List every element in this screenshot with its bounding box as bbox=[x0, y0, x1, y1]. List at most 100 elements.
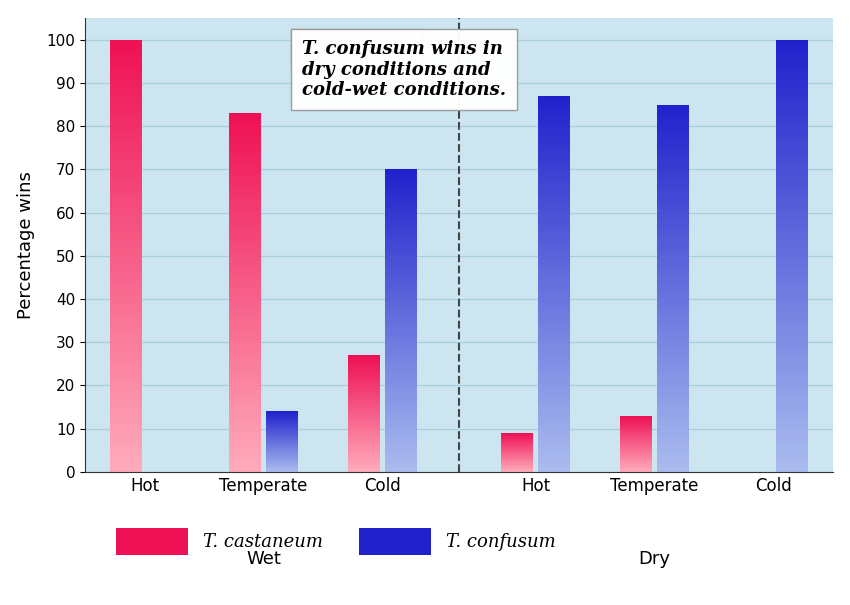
Bar bbox=[657, 325, 689, 330]
Bar bbox=[385, 396, 417, 400]
Bar bbox=[385, 309, 417, 313]
Bar bbox=[776, 191, 808, 197]
Bar bbox=[229, 346, 261, 351]
Bar bbox=[776, 380, 808, 385]
Bar bbox=[348, 404, 380, 405]
Bar bbox=[776, 83, 808, 88]
Bar bbox=[657, 426, 689, 431]
Bar bbox=[266, 413, 298, 414]
Bar bbox=[776, 434, 808, 439]
Bar bbox=[538, 406, 570, 411]
Bar bbox=[229, 154, 261, 158]
Bar bbox=[110, 385, 142, 391]
Bar bbox=[538, 129, 570, 134]
Bar bbox=[538, 138, 570, 143]
Bar bbox=[385, 404, 417, 408]
Bar bbox=[348, 391, 380, 393]
Bar bbox=[348, 453, 380, 454]
Bar bbox=[538, 293, 570, 298]
Bar bbox=[266, 444, 298, 445]
Bar bbox=[776, 466, 808, 472]
Bar bbox=[229, 369, 261, 373]
Bar bbox=[110, 142, 142, 148]
Bar bbox=[229, 382, 261, 387]
Bar bbox=[110, 445, 142, 450]
Bar bbox=[620, 424, 652, 425]
Bar bbox=[266, 443, 298, 444]
Bar bbox=[229, 324, 261, 329]
Bar bbox=[229, 293, 261, 297]
Bar bbox=[348, 368, 380, 370]
Bar bbox=[266, 414, 298, 415]
Bar bbox=[110, 164, 142, 169]
Bar bbox=[538, 124, 570, 129]
Bar bbox=[657, 247, 689, 252]
Bar bbox=[657, 178, 689, 183]
Bar bbox=[348, 424, 380, 425]
Bar bbox=[229, 208, 261, 212]
Bar bbox=[348, 393, 380, 394]
Bar bbox=[385, 339, 417, 343]
Bar bbox=[348, 383, 380, 384]
Bar bbox=[620, 440, 652, 441]
Bar bbox=[538, 275, 570, 280]
Bar bbox=[657, 206, 689, 210]
Bar bbox=[348, 441, 380, 443]
Bar bbox=[620, 464, 652, 465]
Bar bbox=[348, 414, 380, 415]
Bar bbox=[538, 105, 570, 110]
Bar bbox=[266, 424, 298, 425]
Bar bbox=[657, 454, 689, 458]
Bar bbox=[620, 459, 652, 460]
Bar bbox=[385, 264, 417, 267]
Text: T. confusum: T. confusum bbox=[302, 40, 411, 57]
Bar bbox=[776, 197, 808, 202]
Bar bbox=[385, 226, 417, 230]
Bar bbox=[657, 220, 689, 224]
Bar bbox=[229, 301, 261, 306]
Bar bbox=[657, 128, 689, 132]
Bar bbox=[385, 362, 417, 366]
Bar bbox=[776, 212, 808, 218]
Bar bbox=[229, 297, 261, 301]
Bar bbox=[657, 344, 689, 348]
Bar bbox=[657, 298, 689, 302]
Bar bbox=[538, 237, 570, 241]
Bar bbox=[229, 342, 261, 346]
Bar bbox=[776, 396, 808, 402]
Bar bbox=[229, 378, 261, 382]
Bar bbox=[229, 239, 261, 243]
Bar bbox=[229, 149, 261, 154]
Bar bbox=[385, 328, 417, 332]
Bar bbox=[657, 261, 689, 265]
Bar bbox=[110, 137, 142, 142]
Bar bbox=[538, 190, 570, 195]
Bar bbox=[266, 449, 298, 450]
Bar bbox=[385, 181, 417, 185]
Bar bbox=[620, 417, 652, 418]
Bar bbox=[385, 378, 417, 381]
Bar bbox=[348, 460, 380, 462]
Bar bbox=[620, 436, 652, 437]
Bar bbox=[776, 293, 808, 299]
Bar bbox=[538, 256, 570, 260]
Bar bbox=[110, 191, 142, 197]
Bar bbox=[657, 224, 689, 229]
Bar bbox=[538, 336, 570, 340]
Bar bbox=[538, 368, 570, 373]
Bar bbox=[385, 249, 417, 253]
Bar bbox=[110, 261, 142, 267]
Bar bbox=[776, 250, 808, 256]
Bar bbox=[538, 462, 570, 467]
Bar bbox=[266, 460, 298, 461]
Bar bbox=[776, 278, 808, 283]
Bar bbox=[776, 439, 808, 445]
Bar bbox=[266, 415, 298, 416]
Bar bbox=[348, 439, 380, 440]
Bar bbox=[229, 450, 261, 454]
Bar bbox=[776, 450, 808, 456]
Bar bbox=[110, 126, 142, 132]
Bar bbox=[385, 313, 417, 317]
Legend: T. castaneum, T. confusum: T. castaneum, T. confusum bbox=[109, 520, 563, 563]
Bar bbox=[266, 417, 298, 418]
